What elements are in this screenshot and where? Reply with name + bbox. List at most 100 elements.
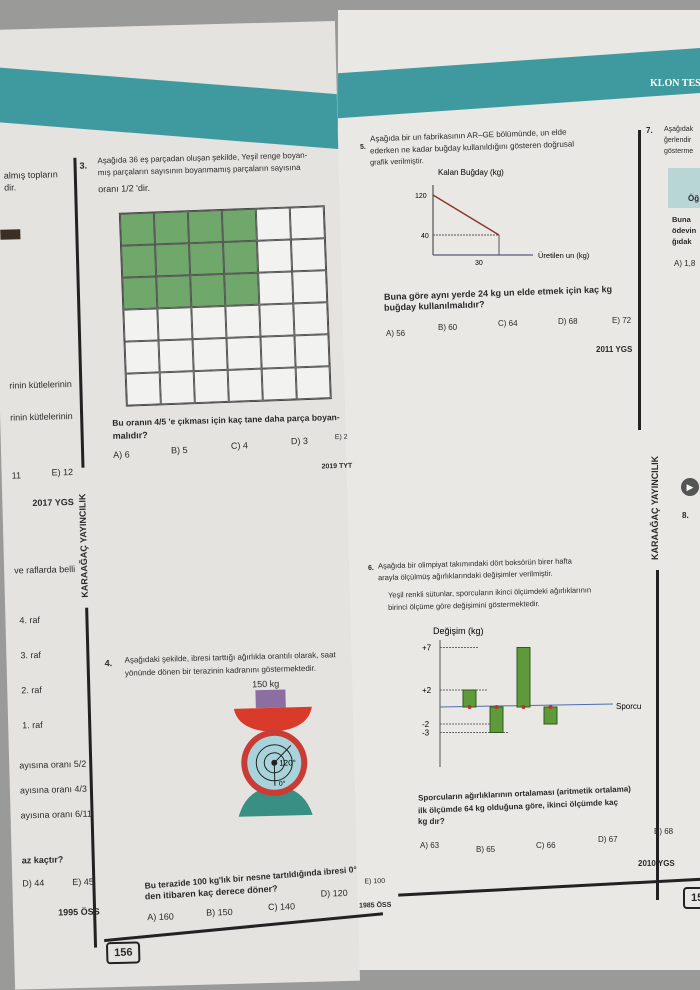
edge-text: 1. raf xyxy=(22,719,43,731)
source-label: 1995 ÖSS xyxy=(57,906,100,918)
y-axis-label: Değişim (kg) xyxy=(433,626,484,636)
table-header xyxy=(668,168,700,208)
question-number: 6. xyxy=(368,565,374,572)
option-b[interactable]: B) 60 xyxy=(438,323,458,332)
option-d[interactable]: D) 120 xyxy=(320,887,348,899)
shaded-cell xyxy=(155,243,191,277)
unshaded-cell xyxy=(295,366,331,400)
edge-text: D) 44 xyxy=(22,877,45,889)
shaded-cell xyxy=(190,273,226,308)
publisher-label: KARAAĞAÇ YAYINCILIK xyxy=(650,455,660,560)
bar xyxy=(543,706,558,725)
unshaded-cell xyxy=(225,304,261,338)
option-e[interactable]: E) 2 xyxy=(334,433,348,442)
option-b[interactable]: B) 5 xyxy=(170,444,188,456)
option-c[interactable]: C) 140 xyxy=(267,901,296,913)
option-e[interactable]: E) 100 xyxy=(364,877,386,886)
edge-text: az kaçtır? xyxy=(21,854,64,866)
weight-block xyxy=(255,689,286,709)
shaded-cell xyxy=(122,276,158,310)
line-chart: Kalan Buğday (kg) Üretilen un (kg) 120 4… xyxy=(415,168,590,267)
option-a[interactable]: A) 56 xyxy=(386,329,406,338)
option-a[interactable]: A) 63 xyxy=(420,841,440,850)
dial-angle-label: 120° xyxy=(279,758,296,767)
unshaded-cell xyxy=(159,371,195,405)
question-text: ğerlendir xyxy=(664,137,692,144)
shaded-grid-figure xyxy=(118,205,332,407)
shaded-cell xyxy=(222,240,259,274)
option-d[interactable]: D) 67 xyxy=(598,835,618,844)
option-d[interactable]: D) 3 xyxy=(290,435,309,447)
unshaded-cell xyxy=(123,308,159,342)
option-d[interactable]: D) 68 xyxy=(558,317,578,326)
y-tick-label: -2 xyxy=(422,720,430,729)
edge-text: 3. raf xyxy=(20,649,42,661)
unshaded-cell xyxy=(227,368,263,402)
unshaded-cell xyxy=(193,369,229,404)
shaded-cell xyxy=(224,272,260,306)
edge-text: E) 12 xyxy=(51,466,74,478)
question-text: gösterme xyxy=(664,148,694,155)
edge-text: ayısına oranı 4/3 xyxy=(19,783,88,796)
dial-zero-label: 0° xyxy=(279,780,286,788)
page-number: 156 xyxy=(105,941,141,965)
question-number: 8. xyxy=(682,511,689,520)
question-number: 5. xyxy=(360,144,366,151)
edge-text: dir. xyxy=(4,182,17,193)
unshaded-cell xyxy=(258,271,294,305)
unshaded-cell xyxy=(158,339,194,373)
unshaded-cell xyxy=(256,239,293,273)
unshaded-cell xyxy=(255,207,291,241)
option-a[interactable]: A) 160 xyxy=(147,911,174,923)
table-header-cell: Öğ xyxy=(688,194,700,203)
question-text: birinci ölçüme göre değişimini göstermek… xyxy=(387,599,540,612)
y-tick-label: 40 xyxy=(421,233,429,240)
bar-base-dot xyxy=(467,705,472,709)
shaded-cell xyxy=(153,211,189,245)
edge-text: almış topların xyxy=(3,169,58,181)
bar-base-dot xyxy=(548,705,553,709)
y-tick-label: 120 xyxy=(415,193,427,200)
unshaded-cell xyxy=(191,305,227,340)
bar-base-dot xyxy=(521,705,526,709)
dial-needle xyxy=(273,745,292,764)
shelf-icon xyxy=(0,229,21,240)
edge-text: 2. raf xyxy=(21,684,42,696)
option-b[interactable]: B) 65 xyxy=(476,845,496,854)
y-tick-label: +7 xyxy=(422,644,432,653)
bar xyxy=(489,706,504,733)
unshaded-cell xyxy=(157,307,193,341)
option-c[interactable]: C) 4 xyxy=(230,440,249,451)
edge-text: rinin kütlelerinin xyxy=(9,378,72,391)
question-text: ödevin xyxy=(672,226,697,235)
unshaded-cell xyxy=(124,340,160,374)
x-axis-label: Sporcu xyxy=(616,702,641,711)
shaded-cell xyxy=(119,212,156,246)
question-text: ğıdak xyxy=(672,237,692,246)
bar xyxy=(516,647,531,708)
option-c[interactable]: C) 66 xyxy=(536,841,556,850)
question-text: Buna xyxy=(672,215,691,224)
question-prompt: malıdır? xyxy=(112,430,148,441)
edge-text: E) 45 xyxy=(72,876,94,888)
unshaded-cell xyxy=(292,270,328,304)
option-a[interactable]: A) 1,8 xyxy=(674,259,696,268)
unshaded-cell xyxy=(260,335,296,369)
question-text: oranı 1/2 'dir. xyxy=(98,182,151,195)
edge-text: ve raflarda belli xyxy=(14,563,76,576)
column-divider xyxy=(638,130,641,430)
edge-text: ayısına oranı 6/11 xyxy=(20,808,93,821)
edge-text: rinin kütlelerinin xyxy=(10,410,73,423)
option-e[interactable]: E) 72 xyxy=(612,316,632,325)
option-b[interactable]: B) 150 xyxy=(206,906,233,918)
option-a[interactable]: A) 6 xyxy=(113,449,130,460)
scale-base xyxy=(238,787,313,817)
option-e[interactable]: E) 68 xyxy=(654,827,674,836)
column-divider xyxy=(656,570,659,900)
question-text: Aşağıdak xyxy=(664,126,694,133)
x-axis-label: Üretilen un (kg) xyxy=(538,251,590,260)
question-number: 4. xyxy=(104,658,113,669)
option-c[interactable]: C) 64 xyxy=(498,319,518,328)
unshaded-cell xyxy=(259,303,295,337)
y-axis-label: Kalan Buğday (kg) xyxy=(438,168,504,177)
